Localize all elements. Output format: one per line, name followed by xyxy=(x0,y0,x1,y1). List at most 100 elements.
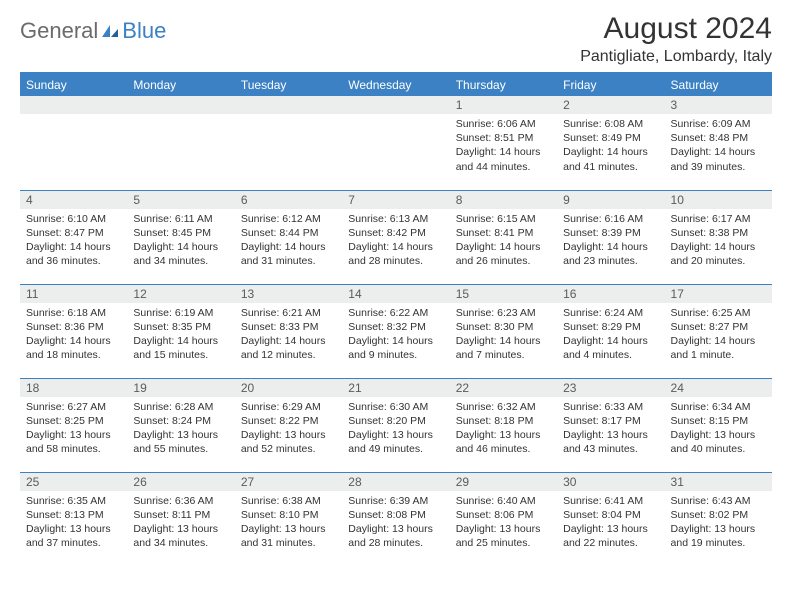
daylight-text-1: Daylight: 13 hours xyxy=(671,428,766,442)
sunset-text: Sunset: 8:41 PM xyxy=(456,226,551,240)
sunset-text: Sunset: 8:10 PM xyxy=(241,508,336,522)
page-header: General Blue August 2024 Pantigliate, Lo… xyxy=(20,12,772,66)
daylight-text-1: Daylight: 13 hours xyxy=(133,428,228,442)
day-sun-info: Sunrise: 6:25 AMSunset: 8:27 PMDaylight:… xyxy=(665,303,772,367)
day-number: 21 xyxy=(342,379,449,397)
weekday-header-row: Sunday Monday Tuesday Wednesday Thursday… xyxy=(20,74,772,96)
calendar-day-cell xyxy=(20,96,127,190)
day-sun-info: Sunrise: 6:40 AMSunset: 8:06 PMDaylight:… xyxy=(450,491,557,555)
sunrise-text: Sunrise: 6:43 AM xyxy=(671,494,766,508)
sunrise-text: Sunrise: 6:23 AM xyxy=(456,306,551,320)
daylight-text-1: Daylight: 13 hours xyxy=(348,428,443,442)
day-sun-info: Sunrise: 6:18 AMSunset: 8:36 PMDaylight:… xyxy=(20,303,127,367)
day-sun-info: Sunrise: 6:38 AMSunset: 8:10 PMDaylight:… xyxy=(235,491,342,555)
daylight-text-1: Daylight: 13 hours xyxy=(133,522,228,536)
calendar-day-cell: 5Sunrise: 6:11 AMSunset: 8:45 PMDaylight… xyxy=(127,190,234,284)
day-number: 27 xyxy=(235,473,342,491)
daylight-text-2: and 36 minutes. xyxy=(26,254,121,268)
day-number: 18 xyxy=(20,379,127,397)
day-sun-info: Sunrise: 6:29 AMSunset: 8:22 PMDaylight:… xyxy=(235,397,342,461)
day-number: 13 xyxy=(235,285,342,303)
calendar-day-cell: 27Sunrise: 6:38 AMSunset: 8:10 PMDayligh… xyxy=(235,472,342,566)
day-sun-info: Sunrise: 6:13 AMSunset: 8:42 PMDaylight:… xyxy=(342,209,449,273)
title-block: August 2024 Pantigliate, Lombardy, Italy xyxy=(580,12,772,66)
day-sun-info: Sunrise: 6:10 AMSunset: 8:47 PMDaylight:… xyxy=(20,209,127,273)
day-number: 11 xyxy=(20,285,127,303)
day-sun-info: Sunrise: 6:09 AMSunset: 8:48 PMDaylight:… xyxy=(665,114,772,178)
daylight-text-2: and 19 minutes. xyxy=(671,536,766,550)
daylight-text-2: and 41 minutes. xyxy=(563,160,658,174)
daylight-text-1: Daylight: 13 hours xyxy=(671,522,766,536)
daylight-text-2: and 37 minutes. xyxy=(26,536,121,550)
calendar-table: Sunday Monday Tuesday Wednesday Thursday… xyxy=(20,74,772,566)
daylight-text-2: and 7 minutes. xyxy=(456,348,551,362)
day-sun-info: Sunrise: 6:30 AMSunset: 8:20 PMDaylight:… xyxy=(342,397,449,461)
calendar-day-cell: 4Sunrise: 6:10 AMSunset: 8:47 PMDaylight… xyxy=(20,190,127,284)
sunset-text: Sunset: 8:29 PM xyxy=(563,320,658,334)
day-number: 5 xyxy=(127,191,234,209)
calendar-week-row: 11Sunrise: 6:18 AMSunset: 8:36 PMDayligh… xyxy=(20,284,772,378)
daylight-text-1: Daylight: 13 hours xyxy=(26,428,121,442)
sunrise-text: Sunrise: 6:28 AM xyxy=(133,400,228,414)
day-sun-info: Sunrise: 6:24 AMSunset: 8:29 PMDaylight:… xyxy=(557,303,664,367)
sunset-text: Sunset: 8:22 PM xyxy=(241,414,336,428)
calendar-day-cell: 17Sunrise: 6:25 AMSunset: 8:27 PMDayligh… xyxy=(665,284,772,378)
sunrise-text: Sunrise: 6:18 AM xyxy=(26,306,121,320)
day-number: 8 xyxy=(450,191,557,209)
day-number: 6 xyxy=(235,191,342,209)
daylight-text-1: Daylight: 14 hours xyxy=(563,145,658,159)
sunset-text: Sunset: 8:32 PM xyxy=(348,320,443,334)
sunset-text: Sunset: 8:27 PM xyxy=(671,320,766,334)
daylight-text-1: Daylight: 13 hours xyxy=(348,522,443,536)
day-sun-info: Sunrise: 6:41 AMSunset: 8:04 PMDaylight:… xyxy=(557,491,664,555)
daylight-text-2: and 46 minutes. xyxy=(456,442,551,456)
weekday-header: Monday xyxy=(127,74,234,96)
calendar-day-cell: 21Sunrise: 6:30 AMSunset: 8:20 PMDayligh… xyxy=(342,378,449,472)
daylight-text-2: and 55 minutes. xyxy=(133,442,228,456)
day-sun-info: Sunrise: 6:28 AMSunset: 8:24 PMDaylight:… xyxy=(127,397,234,461)
daylight-text-1: Daylight: 14 hours xyxy=(133,334,228,348)
day-sun-info: Sunrise: 6:06 AMSunset: 8:51 PMDaylight:… xyxy=(450,114,557,178)
calendar-day-cell: 29Sunrise: 6:40 AMSunset: 8:06 PMDayligh… xyxy=(450,472,557,566)
calendar-day-cell xyxy=(342,96,449,190)
sunrise-text: Sunrise: 6:17 AM xyxy=(671,212,766,226)
calendar-day-cell: 11Sunrise: 6:18 AMSunset: 8:36 PMDayligh… xyxy=(20,284,127,378)
logo-sail-icon xyxy=(100,23,120,39)
sunset-text: Sunset: 8:48 PM xyxy=(671,131,766,145)
sunrise-text: Sunrise: 6:35 AM xyxy=(26,494,121,508)
sunrise-text: Sunrise: 6:41 AM xyxy=(563,494,658,508)
day-sun-info: Sunrise: 6:17 AMSunset: 8:38 PMDaylight:… xyxy=(665,209,772,273)
weekday-header: Tuesday xyxy=(235,74,342,96)
daylight-text-1: Daylight: 13 hours xyxy=(456,522,551,536)
calendar-day-cell: 2Sunrise: 6:08 AMSunset: 8:49 PMDaylight… xyxy=(557,96,664,190)
day-number: 23 xyxy=(557,379,664,397)
day-sun-info: Sunrise: 6:34 AMSunset: 8:15 PMDaylight:… xyxy=(665,397,772,461)
sunset-text: Sunset: 8:42 PM xyxy=(348,226,443,240)
calendar-week-row: 1Sunrise: 6:06 AMSunset: 8:51 PMDaylight… xyxy=(20,96,772,190)
day-sun-info: Sunrise: 6:33 AMSunset: 8:17 PMDaylight:… xyxy=(557,397,664,461)
daylight-text-2: and 43 minutes. xyxy=(563,442,658,456)
sunrise-text: Sunrise: 6:12 AM xyxy=(241,212,336,226)
daylight-text-2: and 34 minutes. xyxy=(133,536,228,550)
daylight-text-2: and 31 minutes. xyxy=(241,254,336,268)
weekday-header: Friday xyxy=(557,74,664,96)
day-number: 14 xyxy=(342,285,449,303)
brand-logo: General Blue xyxy=(20,12,166,44)
daylight-text-2: and 25 minutes. xyxy=(456,536,551,550)
day-number: 15 xyxy=(450,285,557,303)
day-number: 24 xyxy=(665,379,772,397)
weekday-header: Wednesday xyxy=(342,74,449,96)
calendar-day-cell: 30Sunrise: 6:41 AMSunset: 8:04 PMDayligh… xyxy=(557,472,664,566)
daylight-text-1: Daylight: 13 hours xyxy=(456,428,551,442)
calendar-day-cell: 20Sunrise: 6:29 AMSunset: 8:22 PMDayligh… xyxy=(235,378,342,472)
sunrise-text: Sunrise: 6:08 AM xyxy=(563,117,658,131)
sunrise-text: Sunrise: 6:24 AM xyxy=(563,306,658,320)
sunset-text: Sunset: 8:35 PM xyxy=(133,320,228,334)
calendar-day-cell: 9Sunrise: 6:16 AMSunset: 8:39 PMDaylight… xyxy=(557,190,664,284)
sunset-text: Sunset: 8:13 PM xyxy=(26,508,121,522)
calendar-week-row: 18Sunrise: 6:27 AMSunset: 8:25 PMDayligh… xyxy=(20,378,772,472)
daylight-text-2: and 1 minute. xyxy=(671,348,766,362)
daylight-text-1: Daylight: 14 hours xyxy=(241,240,336,254)
daylight-text-2: and 26 minutes. xyxy=(456,254,551,268)
sunset-text: Sunset: 8:11 PM xyxy=(133,508,228,522)
